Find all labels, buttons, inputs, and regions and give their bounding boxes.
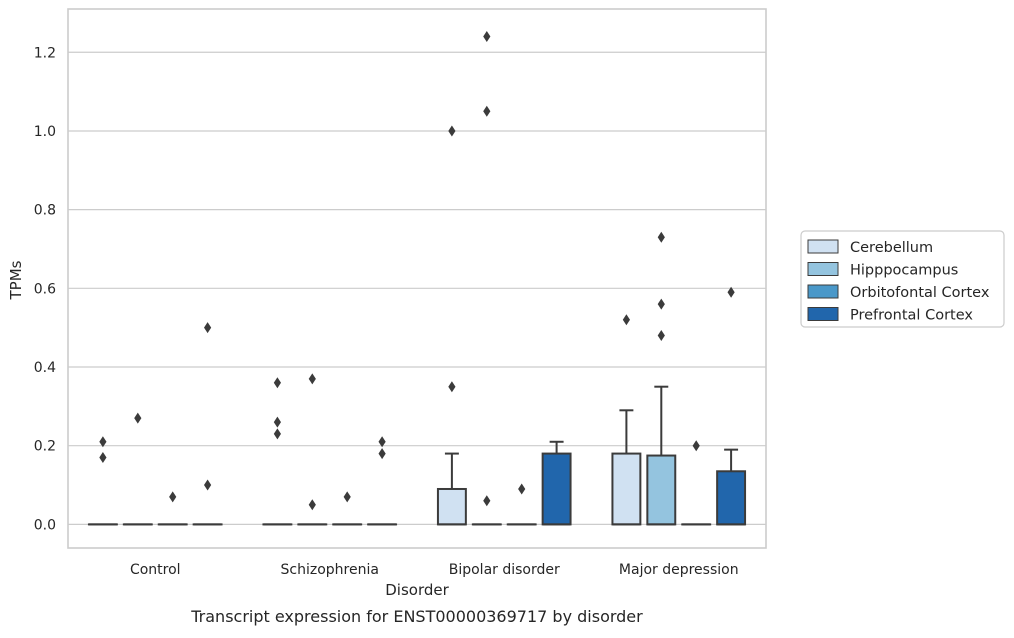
legend-swatch (808, 240, 838, 253)
outlier-point (204, 322, 211, 333)
box-group (194, 322, 222, 524)
box-group (438, 125, 466, 524)
y-tick-label: 0.0 (34, 517, 56, 533)
legend-label: Cerebellum (850, 240, 933, 256)
legend-label: Orbitofontal Cortex (850, 285, 990, 301)
y-tick-label: 0.6 (34, 281, 56, 297)
x-tick-label: Major depression (619, 562, 739, 578)
chart-caption: Transcript expression for ENST0000036971… (190, 607, 643, 626)
outlier-point (483, 495, 490, 506)
legend-label: Prefrontal Cortex (850, 308, 973, 324)
x-axis-label: Disorder (385, 581, 449, 599)
legend-swatch (808, 285, 838, 298)
legend-swatch (808, 263, 838, 276)
box (647, 456, 675, 525)
box-group (612, 314, 640, 524)
box-group (124, 413, 152, 525)
legend: Cerebellum Hipppocampus Orbitofontal Corte… (801, 231, 1004, 327)
box (612, 454, 640, 525)
outlier-point (518, 483, 525, 494)
outlier-point (169, 491, 176, 502)
box (438, 489, 466, 524)
box (543, 454, 571, 525)
boxes (89, 31, 745, 524)
box-group (717, 287, 745, 525)
y-tick-label: 1.0 (34, 124, 56, 140)
box-group (368, 436, 396, 524)
outlier-point (204, 480, 211, 491)
outlier-point (99, 452, 106, 463)
outlier-point (448, 125, 455, 136)
outlier-point (483, 31, 490, 42)
y-tick-label: 0.2 (34, 439, 56, 455)
outlier-point (658, 232, 665, 243)
box-group (159, 491, 187, 524)
outlier-point (134, 413, 141, 424)
x-tick-label: Schizophrenia (281, 562, 379, 578)
x-tick-label: Control (130, 562, 181, 578)
outlier-point (448, 381, 455, 392)
legend-swatch (808, 308, 838, 321)
y-axis-label: TPMs (7, 260, 25, 300)
box (717, 471, 745, 524)
outlier-point (309, 373, 316, 384)
outlier-point (274, 377, 281, 388)
box-group (647, 232, 675, 525)
outlier-point (344, 491, 351, 502)
outlier-point (658, 330, 665, 341)
outlier-point (379, 448, 386, 459)
box-group (263, 377, 291, 524)
box-group (89, 436, 117, 524)
box-group (473, 31, 501, 524)
x-tick-label: Bipolar disorder (449, 562, 560, 578)
outlier-point (658, 299, 665, 310)
outlier-point (483, 106, 490, 117)
y-tick-label: 1.2 (34, 45, 56, 61)
box-group (508, 483, 536, 524)
outlier-point (693, 440, 700, 451)
box-group (298, 373, 326, 524)
box-group (682, 440, 710, 524)
box-group (333, 491, 361, 524)
outlier-point (274, 428, 281, 439)
outlier-point (309, 499, 316, 510)
outlier-point (623, 314, 630, 325)
y-tick-label: 0.4 (34, 360, 56, 376)
outlier-point (274, 417, 281, 428)
y-tick-label: 0.8 (34, 203, 56, 219)
box-group (543, 442, 571, 525)
legend-label: Hipppocampus (850, 263, 958, 279)
